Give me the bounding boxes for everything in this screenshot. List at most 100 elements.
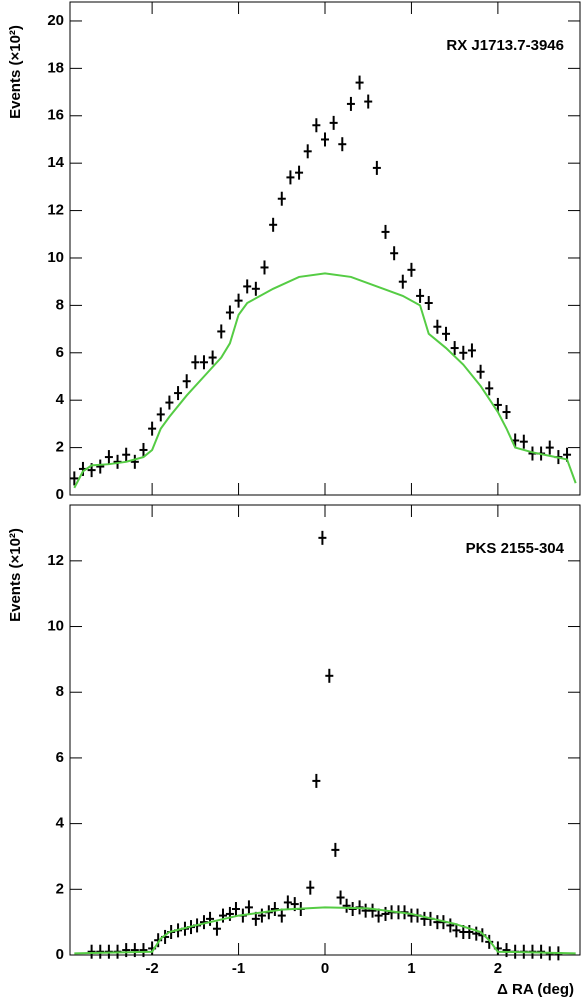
data-point (225, 906, 234, 921)
data-point (467, 343, 476, 358)
data-point (156, 407, 165, 422)
y-tick-label: 12 (47, 202, 64, 219)
data-point (70, 471, 79, 486)
data-point (519, 434, 528, 449)
data-point (331, 842, 340, 857)
data-point (502, 405, 511, 420)
data-point (199, 355, 208, 370)
data-point (364, 94, 373, 109)
data-point (433, 319, 442, 334)
data-point (139, 442, 148, 457)
y-tick-label: 12 (47, 552, 64, 569)
y-tick-label: 0 (56, 946, 64, 963)
x-tick-label: 0 (321, 960, 329, 977)
data-point (96, 459, 105, 474)
data-point (465, 925, 474, 940)
y-axis-label: Events (×10²) (7, 528, 24, 622)
data-point (306, 880, 315, 895)
fit-curve (73, 272, 577, 489)
data-point (165, 395, 174, 410)
data-point (225, 305, 234, 320)
data-point (452, 923, 461, 938)
data-point (277, 908, 286, 923)
data-point (269, 217, 278, 232)
y-tick-label: 6 (56, 749, 64, 766)
data-point (346, 96, 355, 111)
data-point (472, 926, 481, 941)
y-tick-label: 10 (47, 249, 64, 266)
data-point (231, 902, 240, 917)
data-point (338, 137, 347, 152)
y-tick-label: 18 (47, 59, 64, 76)
y-tick-label: 2 (56, 439, 64, 456)
data-point (321, 132, 329, 147)
data-point (212, 921, 221, 936)
data-point (459, 345, 468, 360)
panel-title: PKS 2155-304 (466, 540, 565, 557)
x-axis-label: Δ RA (deg) (497, 981, 574, 998)
data-point (336, 890, 345, 905)
data-point (303, 144, 312, 159)
y-tick-label: 10 (47, 618, 64, 635)
y-tick-label: 4 (56, 391, 65, 408)
data-point (122, 943, 131, 958)
data-point (243, 279, 252, 294)
data-point (407, 262, 416, 277)
data-point (381, 224, 390, 239)
data-point (122, 447, 131, 462)
data-point (219, 908, 227, 923)
data-point (381, 906, 390, 921)
data-point (502, 943, 511, 958)
data-point (182, 374, 191, 389)
y-tick-label: 8 (56, 296, 64, 313)
data-point (442, 326, 451, 341)
data-point (355, 75, 364, 90)
data-point (130, 943, 139, 958)
y-tick-label: 6 (56, 344, 64, 361)
x-tick-label: -2 (145, 960, 158, 977)
data-point (545, 440, 554, 455)
y-tick-label: 0 (56, 486, 64, 503)
y-tick-label: 16 (47, 107, 64, 124)
data-point (244, 900, 253, 915)
data-point (191, 355, 200, 370)
data-point (234, 293, 243, 308)
data-point (398, 274, 407, 289)
data-point (260, 260, 269, 275)
data-point (286, 170, 295, 185)
data-point (174, 386, 183, 401)
panel-title: RX J1713.7-3946 (446, 37, 564, 54)
x-tick-label: -1 (232, 960, 245, 977)
data-point (493, 397, 502, 412)
data-point (208, 350, 217, 365)
data-point (372, 160, 381, 175)
data-point (217, 324, 226, 339)
y-tick-label: 8 (56, 683, 64, 700)
data-point (104, 450, 113, 465)
data-point (329, 115, 338, 130)
data-point (476, 364, 485, 379)
data-point (148, 421, 157, 436)
data-point (416, 288, 425, 303)
data-point (295, 165, 304, 180)
data-point (270, 902, 279, 917)
data-point (96, 944, 105, 959)
data-point (139, 943, 148, 958)
data-point (257, 908, 266, 923)
data-point (424, 296, 433, 311)
y-tick-label: 4 (56, 815, 65, 832)
data-point (87, 944, 96, 959)
data-point (283, 895, 292, 910)
fit-curve (74, 906, 576, 955)
data-point (446, 918, 455, 933)
data-point (325, 668, 334, 683)
data-point (312, 773, 321, 788)
data-point (374, 908, 383, 923)
data-point (342, 898, 351, 913)
y-tick-label: 20 (47, 12, 64, 29)
y-tick-label: 14 (47, 154, 64, 171)
data-point (277, 191, 286, 206)
y-tick-label: 2 (56, 880, 64, 897)
data-point (390, 246, 399, 261)
